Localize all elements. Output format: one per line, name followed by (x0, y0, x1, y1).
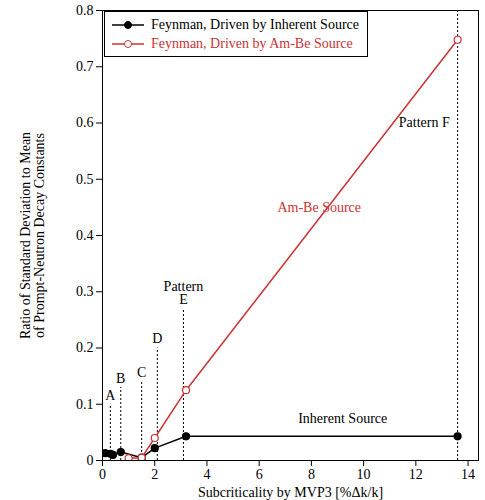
svg-text:2: 2 (151, 467, 158, 482)
svg-text:8: 8 (308, 467, 315, 482)
svg-text:Subcriticality by MVP3 [%Δk/k]: Subcriticality by MVP3 [%Δk/k] (198, 485, 383, 500)
svg-text:D: D (152, 331, 162, 346)
svg-text:0.3: 0.3 (76, 284, 94, 299)
html-text:Feynman, Driven by Am-Be Sourc: Feynman, Driven by Am-Be Source (151, 35, 353, 51)
svg-text:0.1: 0.1 (76, 397, 94, 412)
svg-text:6: 6 (256, 467, 263, 482)
svg-text:4: 4 (203, 467, 210, 482)
svg-text:Ratio of Standard Deviation to: Ratio of Standard Deviation to Meanof Pr… (18, 132, 47, 339)
svg-text:0.4: 0.4 (76, 228, 94, 243)
html-text:Feynman, Driven by Inherent So: Feynman, Driven by Inherent Source (151, 16, 359, 32)
svg-text:0.6: 0.6 (76, 115, 94, 130)
svg-text:Am-Be Source: Am-Be Source (277, 200, 361, 215)
svg-text:B: B (116, 371, 125, 386)
svg-text:0: 0 (87, 453, 94, 468)
svg-text:0.5: 0.5 (76, 172, 94, 187)
svg-text:12: 12 (409, 467, 423, 482)
svg-text:Pattern F: Pattern F (399, 115, 450, 130)
svg-text:10: 10 (357, 467, 371, 482)
svg-text:A: A (105, 388, 116, 403)
svg-text:Pattern: Pattern (164, 279, 204, 294)
svg-text:C: C (137, 365, 146, 380)
svg-text:E: E (179, 292, 188, 307)
svg-text:0: 0 (99, 467, 106, 482)
svg-text:0.7: 0.7 (76, 59, 94, 74)
svg-text:0.2: 0.2 (76, 340, 94, 355)
svg-text:0.8: 0.8 (76, 3, 94, 18)
svg-text:Inherent Source: Inherent Source (298, 411, 387, 426)
svg-text:14: 14 (461, 467, 475, 482)
